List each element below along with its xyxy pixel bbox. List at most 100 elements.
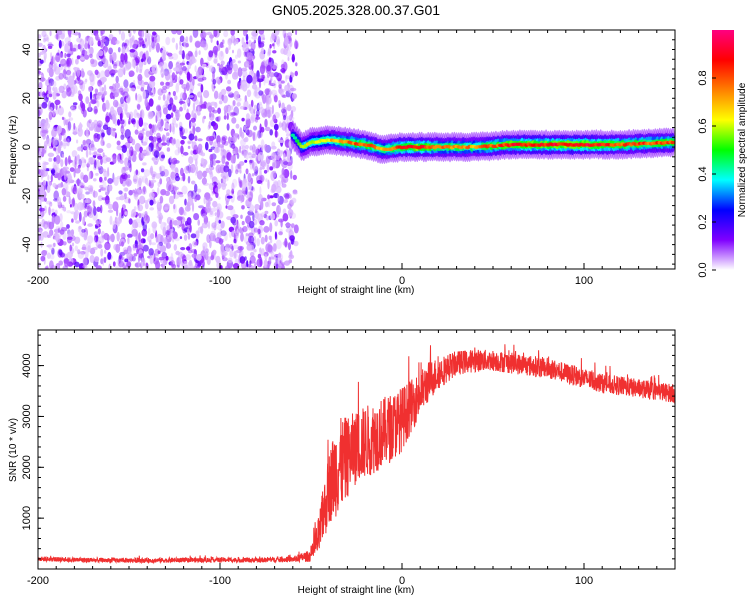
heatmap-cell [245,168,249,175]
heatmap-cell [54,99,61,106]
heatmap-cell [172,231,178,240]
heatmap-cell [162,169,169,177]
heatmap-cell [100,204,103,214]
heatmap-cell [83,210,88,218]
heatmap-cell [257,130,262,139]
heatmap-cell [229,111,236,117]
heatmap-cell [47,174,50,181]
heatmap-cell [121,46,126,55]
heatmap-cell [115,217,122,225]
heatmap-cell [232,49,234,54]
heatmap-cell [249,251,255,257]
heatmap-cell [84,36,88,46]
heatmap-cell [233,106,239,116]
heatmap-cell [214,212,217,217]
heatmap-cell [172,186,179,191]
snr-frame [37,329,676,570]
heatmap-cell [266,73,270,78]
heatmap-cell [136,104,141,110]
heatmap-cell [222,175,227,184]
heatmap-cell [260,126,265,133]
heatmap-cell [193,213,200,221]
heatmap-cell [263,226,270,233]
heatmap-cell [230,216,236,224]
heatmap-cell [87,235,94,244]
heatmap-cell [237,222,240,230]
heatmap-cell [267,244,273,253]
heatmap-cell [280,68,286,73]
heatmap-cell [65,76,69,81]
heatmap-cell [57,183,64,188]
heatmap-cell [156,124,161,131]
heatmap-cell [173,204,176,210]
heatmap-cell [180,139,185,145]
heatmap-cell [59,229,65,235]
heatmap-cell [158,95,161,101]
heatmap-cell [38,150,42,161]
heatmap-cell [160,69,163,73]
heatmap-cell [261,248,265,256]
heatmap-cell [227,257,233,264]
heatmap-cell [281,177,284,185]
heatmap-cell [233,90,240,100]
heatmap-cell [63,117,66,126]
heatmap-cell [121,166,126,176]
heatmap-cell [252,76,257,85]
heatmap-cell [219,44,225,48]
heatmap-cell [144,220,147,225]
heatmap-cell [96,120,103,128]
heatmap-cell [138,253,143,258]
heatmap-cell [232,100,236,106]
heatmap-cell [282,30,286,39]
snr-xtick-label: 100 [575,575,593,587]
heatmap-cell [269,195,274,199]
heatmap-cell [56,125,62,134]
heatmap-cell [75,155,80,165]
heatmap-cell [251,153,256,159]
chart-title: GN05.2025.328.00.37.G01 [272,2,440,18]
heatmap-cell [173,244,177,251]
heatmap-cell [194,50,198,58]
spectrogram-xtick-label: 100 [575,275,593,287]
heatmap-cell [166,234,170,240]
heatmap-cell [228,105,234,111]
heatmap-cell [103,36,110,47]
snr-ytick-label: 4000 [21,353,33,377]
heatmap-cell [212,122,219,131]
heatmap-cell [62,153,65,158]
heatmap-cell [235,54,238,59]
heatmap-cell [119,119,125,125]
heatmap-cell [166,137,170,147]
heatmap-cell [38,53,41,58]
heatmap-cell [179,92,185,100]
heatmap-cell [108,47,113,55]
heatmap-cell [113,62,118,67]
heatmap-cell [170,138,174,145]
heatmap-cell [128,218,133,225]
heatmap-cell [97,195,103,202]
heatmap-cell [202,242,208,250]
heatmap-cell [109,234,115,242]
heatmap-cell [171,37,176,43]
heatmap-cell [193,242,199,246]
heatmap-cell [281,121,287,131]
heatmap-cell [43,144,47,155]
heatmap-cell [96,100,100,108]
heatmap-cell [278,83,282,89]
heatmap-cell [41,30,47,38]
heatmap-cell [48,114,52,123]
heatmap-cell [266,108,273,118]
heatmap-cell [101,197,108,201]
heatmap-cell [247,172,252,183]
heatmap-cell [235,169,239,175]
heatmap-cell [134,218,142,223]
heatmap-cell [76,154,80,162]
heatmap-cell [38,119,41,129]
heatmap-cell [249,255,256,264]
heatmap-cell [244,136,249,143]
heatmap-cell [42,170,48,177]
heatmap-cell [248,40,252,47]
heatmap-cell [195,171,198,176]
heatmap-cell [212,249,217,255]
heatmap-cell [50,109,56,115]
